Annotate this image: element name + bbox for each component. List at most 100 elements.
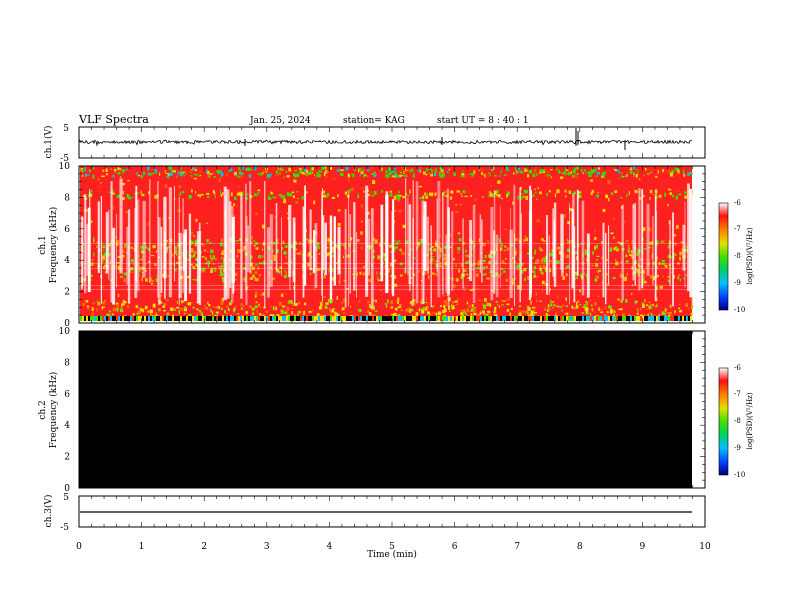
spectrogram-cell [284,262,288,265]
spectrogram-cell [596,255,600,257]
spectrogram-cell [410,277,413,279]
spectrogram-cell [492,193,496,198]
spectrogram-cell [426,297,428,301]
spectrogram-cell [354,273,357,275]
spectrogram-lowband-cell [82,316,84,321]
spectrogram-cell [410,167,412,170]
y-tick-label: 0 [64,484,70,494]
spectrogram-cell [612,217,616,220]
spectrogram-cell [359,174,361,177]
spectrogram-cell [220,176,223,178]
spectrogram-cell [594,229,596,233]
spectrogram-lowband-cell [356,316,358,321]
spectrogram-streak [430,225,432,307]
spectrogram-cell [656,242,658,246]
spectrogram-cell [642,227,646,231]
spectrogram-cell [167,274,169,277]
spectrogram-cell [664,192,666,197]
spectrogram-lowband-cell [552,316,554,321]
spectrogram-lowband-cell [114,316,116,321]
spectrogram-cell [337,222,341,227]
spectrogram-cell [354,168,356,171]
spectrogram-cell [136,192,139,195]
spectrogram-cell [341,307,345,311]
spectrogram-cell [643,195,645,197]
spectrogram-cell [431,246,434,248]
spectrogram-cell [212,190,215,194]
spectrogram-lowband-cell [588,316,590,321]
spectrogram-cell [510,308,513,311]
spectrogram-cell [440,265,442,267]
spectrogram-cell [389,244,392,248]
spectrogram-cell [388,172,392,175]
spectrogram-cell [275,173,279,177]
spectrogram-cell [272,196,275,199]
spectrogram-lowband-cell [318,316,320,321]
spectrogram-cell [481,172,483,175]
spectrogram-lowband-cell [610,316,612,321]
spectrogram-cell [122,197,125,200]
spectrogram-cell [544,267,547,271]
spectrogram-cell [224,309,226,314]
spectrogram-cell [206,222,209,224]
spectrogram-lowband-cell [374,316,376,321]
spectrogram-cell [258,255,262,259]
spectrogram-streak [405,178,407,274]
spectrogram-cell [671,169,675,174]
spectrogram-cell [390,170,395,173]
spectrogram-cell [234,172,237,176]
spectrogram-cell [452,284,456,288]
spectrogram-lowband-cell [662,316,664,321]
spectrogram-cell [148,260,151,263]
spectrogram-cell [337,194,339,198]
spectrogram-cell [237,249,241,253]
spectrogram-cell [301,171,305,175]
spectrogram-cell [112,174,115,178]
spectrogram-cell [247,286,250,288]
spectrogram-lowband-cell [260,316,262,321]
spectrogram-cell [187,302,192,306]
spectrogram-cell [140,245,144,249]
spectrogram-cell [613,313,615,317]
spectrogram-cell [193,235,195,238]
spectrogram-cell [274,216,277,218]
spectrogram-streak [333,216,336,286]
spectrogram-cell [560,176,564,180]
spectrogram-cell [612,276,616,279]
spectrogram-cell [313,287,316,290]
spectrogram-cell [601,281,604,284]
spectrogram-cell [630,173,632,175]
spectrogram-cell [213,306,216,308]
spectrogram-cell [370,314,375,316]
ch1-colorbar-tick: -8 [734,252,741,260]
spectrogram-cell [213,171,215,175]
spectrogram-cell [602,174,605,178]
spectrogram-cell [597,295,601,297]
spectrogram-cell [262,171,264,174]
spectrogram-cell [623,220,626,223]
spectrogram-cell [138,307,142,309]
spectrogram-lowband-cell [154,316,156,321]
spectrogram-cell [381,167,383,170]
spectrogram-cell [335,262,339,264]
y-tick-label: 10 [59,327,71,337]
spectrogram-lowband-cell [344,316,346,321]
spectrogram-cell [476,270,478,273]
spectrogram-cell [464,174,467,178]
spectrogram-cell [660,240,663,243]
spectrogram-cell [145,278,148,282]
spectrogram-cell [261,224,265,229]
spectrogram-lowband-cell [670,316,672,321]
spectrogram-lowband-cell [420,316,422,321]
spectrogram-cell [574,167,576,170]
spectrogram-streak [112,227,116,305]
spectrogram-streak [529,185,532,301]
spectrogram-cell [591,264,594,267]
spectrogram-cell [186,276,190,278]
spectrogram-cell [636,308,640,310]
spectrogram-cell [172,314,175,317]
spectrogram-cell [293,285,295,290]
spectrogram-cell [403,171,408,176]
spectrogram-cell [119,176,122,178]
spectrogram-cell [463,287,466,291]
